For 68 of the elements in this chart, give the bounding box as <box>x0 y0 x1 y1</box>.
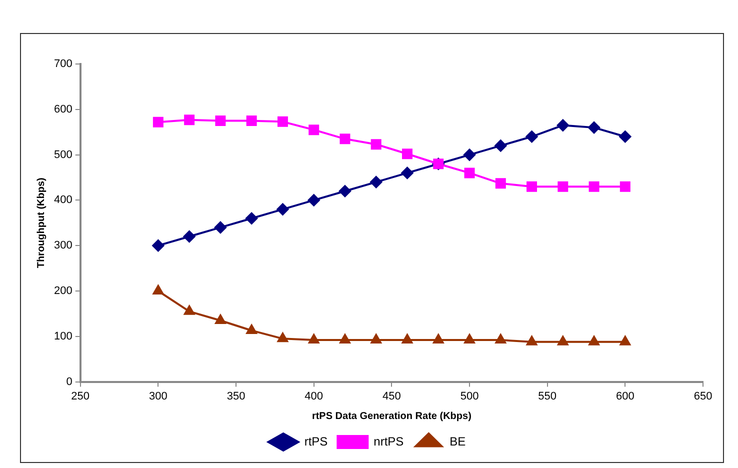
point <box>308 124 320 136</box>
point <box>246 324 257 334</box>
point <box>526 181 538 192</box>
y-tick-label: 400 <box>54 194 72 206</box>
point <box>215 314 226 324</box>
y-tick-label: 0 <box>66 376 72 388</box>
x-tick-label: 550 <box>538 390 557 402</box>
point <box>152 285 164 294</box>
point <box>370 176 382 188</box>
point <box>308 334 320 344</box>
x-tick-label: 600 <box>616 390 634 402</box>
point <box>340 334 350 344</box>
x-tick-label: 400 <box>304 390 324 402</box>
point <box>277 116 288 127</box>
y-tick-label: 500 <box>54 148 72 161</box>
x-tick-label: 450 <box>382 390 401 402</box>
x-tick-label: 300 <box>149 390 168 402</box>
point <box>215 116 226 126</box>
legend-label: nrtPS <box>374 434 404 448</box>
point <box>276 203 289 216</box>
point <box>184 305 195 315</box>
point <box>619 130 632 143</box>
point <box>620 336 630 346</box>
point <box>558 336 568 346</box>
point <box>370 334 382 344</box>
point <box>464 168 475 178</box>
point <box>588 122 600 134</box>
x-tick-label: 500 <box>460 390 479 402</box>
point <box>556 119 569 132</box>
x-tick-label: 350 <box>226 390 246 402</box>
point <box>152 240 164 252</box>
point <box>402 148 412 160</box>
point <box>246 212 258 224</box>
point <box>620 181 630 192</box>
x-axis-title: rtPS Data Generation Rate (Kbps) <box>312 410 472 422</box>
point <box>183 230 196 243</box>
point <box>402 334 413 344</box>
y-axis-title: Throughput (Kbps) <box>36 178 47 268</box>
y-tick-label: 300 <box>54 240 72 252</box>
point <box>588 181 600 192</box>
point <box>526 130 538 143</box>
y-tick-label: 200 <box>54 285 72 298</box>
legend-label: BE <box>450 434 466 448</box>
point <box>464 148 476 161</box>
point <box>184 114 195 126</box>
point <box>526 336 538 346</box>
x-tick-label: 250 <box>71 390 90 402</box>
point <box>558 181 568 192</box>
y-tick-label: 600 <box>54 103 72 116</box>
point <box>495 334 506 344</box>
point <box>588 336 600 346</box>
point <box>494 140 507 152</box>
legend-label: rtPS <box>304 434 328 448</box>
point <box>495 178 506 189</box>
point <box>277 332 288 342</box>
point <box>340 134 350 144</box>
point <box>308 194 320 206</box>
y-tick-label: 100 <box>54 330 72 342</box>
point <box>338 185 351 198</box>
x-tick-label: 650 <box>694 390 712 402</box>
point <box>214 221 226 234</box>
point <box>152 116 164 128</box>
point <box>401 166 414 179</box>
point <box>464 334 475 344</box>
point <box>370 139 382 150</box>
point <box>246 116 257 126</box>
point <box>433 334 444 344</box>
y-tick-label: 700 <box>54 58 72 70</box>
